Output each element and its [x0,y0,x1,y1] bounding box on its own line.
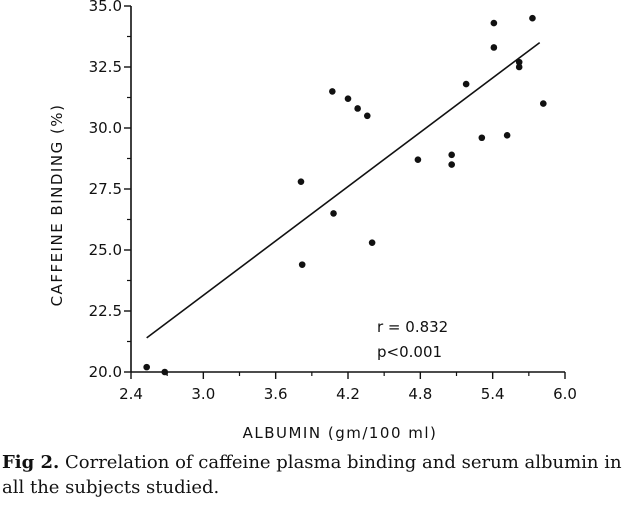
data-point [448,151,455,159]
y-tick-label: 27.5 [89,180,122,198]
p-value-annotation: p<0.001 [377,343,442,361]
data-point [143,363,150,371]
x-tick-label: 5.4 [481,385,505,403]
data-point [478,134,486,142]
figure-caption: Fig 2. Correlation of caffeine plasma bi… [2,450,627,500]
data-point [298,261,306,268]
y-tick-label: 22.5 [89,302,122,320]
data-point [297,178,305,185]
x-tick-label: 3.6 [264,385,288,403]
data-point [448,161,455,168]
x-tick-label: 6.0 [553,385,577,403]
data-point [503,132,511,139]
data-point [540,100,547,107]
caption-text: Correlation of caffeine plasma binding a… [2,452,622,498]
correlation-annotation: r = 0.832 [377,318,448,336]
regression-line [146,41,541,339]
data-point [329,88,336,95]
data-point [515,63,523,71]
y-tick-label: 20.0 [89,363,122,381]
data-point [363,112,371,120]
x-tick-label: 4.2 [336,385,360,403]
y-tick-label: 25.0 [89,241,122,259]
x-tick-label: 2.4 [119,385,143,403]
x-tick-label: 3.0 [191,385,215,403]
chart-axes [130,6,565,373]
data-point [161,368,169,376]
chart-ticks: 2.4 3.0 3.6 4.2 4.8 5.4 6.0 20.0 22.5 25.0 27.5 30.… [89,0,577,403]
data-point [330,210,337,217]
x-axis-title: ALBUMIN (gm/100 ml) [243,424,438,442]
data-point [462,80,470,88]
data-point [354,105,361,112]
y-tick-label: 30.0 [89,119,122,137]
x-tick-label: 4.8 [408,385,432,403]
figure-label: Fig 2. [2,452,60,473]
data-point [529,14,536,22]
y-axis-title: CAFFEINE BINDING (%) [48,104,66,307]
data-point [344,95,352,103]
data-point [414,156,422,164]
y-tick-label: 35.0 [89,0,122,15]
data-point [490,44,498,51]
data-point [515,58,523,66]
data-point [490,19,498,27]
data-point [368,239,376,246]
data-points [143,14,547,376]
y-tick-label: 32.5 [89,58,122,76]
